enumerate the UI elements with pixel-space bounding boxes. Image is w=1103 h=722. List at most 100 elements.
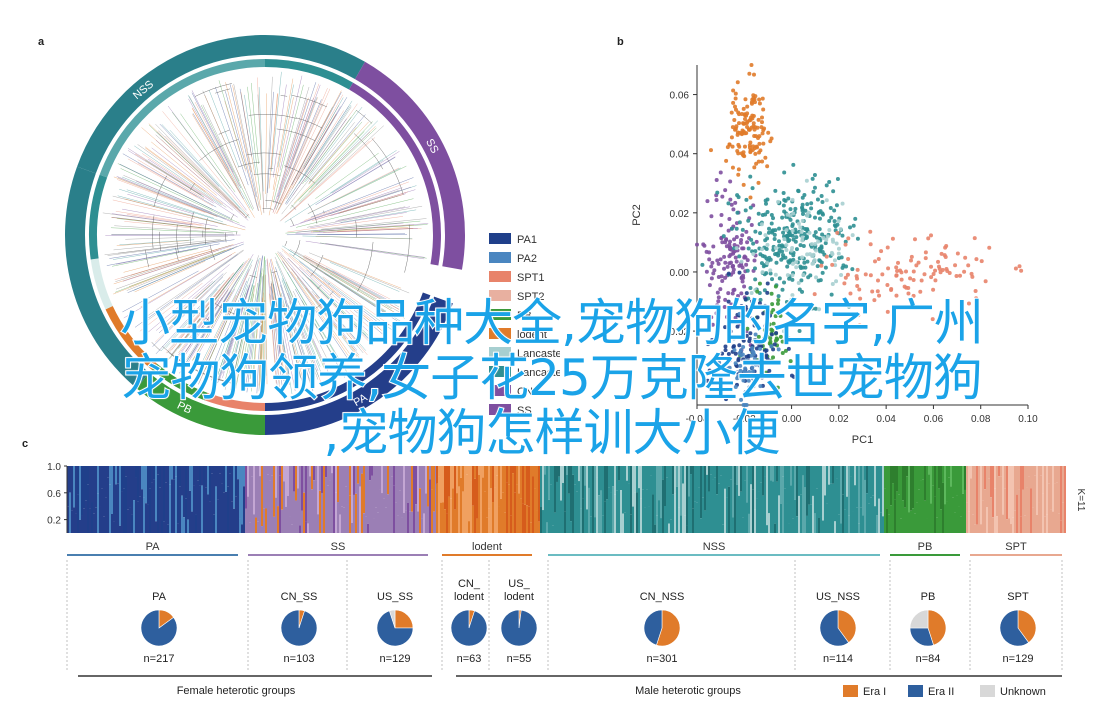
tree-legend: PA1PA2SPT1SPT2PBlodentLancasterLancaster… [489, 233, 560, 417]
structure-bar [359, 486, 361, 533]
structure-bar [181, 466, 183, 496]
pca-point [763, 323, 768, 328]
pca-point [752, 100, 757, 105]
structure-bar [460, 466, 462, 478]
structure-bar [858, 523, 860, 533]
tree-branch [274, 309, 283, 376]
pie-slice [999, 609, 1029, 647]
tree-branch [177, 260, 247, 357]
pca-point [709, 264, 714, 269]
pca-point [788, 359, 793, 364]
structure-bar [203, 466, 205, 485]
pca-point [788, 213, 793, 218]
structure-bar [976, 466, 978, 525]
structure-bar [844, 466, 846, 510]
pca-point [753, 362, 758, 367]
pca-point [751, 251, 756, 256]
pca-point [772, 342, 777, 347]
pca-point [929, 233, 934, 238]
structure-bar [403, 512, 405, 533]
structure-bar [540, 466, 542, 508]
pca-point [741, 357, 746, 362]
pca-point [815, 264, 820, 269]
pca-point [800, 195, 805, 200]
structure-bar [660, 518, 662, 533]
tree-branch [314, 294, 358, 346]
structure-bar [199, 485, 201, 533]
structure-bar [768, 466, 770, 514]
pca-point [758, 384, 763, 389]
pca-point [824, 254, 829, 259]
structure-bar [726, 497, 728, 533]
pca-point [870, 289, 875, 294]
structure-bar [794, 499, 796, 533]
structure-bar [431, 466, 433, 490]
pca-point [830, 262, 835, 267]
structure-bar [113, 466, 115, 522]
structure-bar [972, 514, 974, 533]
structure-bar [411, 466, 413, 512]
pca-point [744, 229, 749, 234]
structure-bar [626, 466, 628, 481]
tree-internal-arc [280, 95, 288, 97]
structure-bar [1040, 466, 1042, 476]
pca-point [766, 230, 771, 235]
tree-branch [148, 123, 248, 218]
structure-bar [1032, 507, 1034, 533]
pca-point [987, 245, 992, 250]
tree-branch [301, 277, 366, 351]
tree-branch [106, 243, 220, 266]
tree-branch [302, 110, 357, 185]
pca-point [909, 254, 914, 259]
pca-point [766, 130, 771, 135]
pca-point [800, 255, 805, 260]
structure-bar [800, 494, 802, 533]
pca-point [720, 194, 725, 199]
structure-bar [652, 466, 654, 495]
structure-bar [584, 485, 586, 533]
tree-branch [177, 283, 228, 348]
pca-point [755, 315, 760, 320]
structure-bar [281, 509, 283, 533]
pca-point [786, 346, 791, 351]
tree-branch [191, 107, 237, 186]
structure-bar [157, 466, 159, 475]
structure-bar [650, 466, 652, 476]
tree-branch [116, 248, 196, 265]
tree-branch [246, 256, 263, 393]
pca-point [757, 363, 762, 368]
structure-bar [1054, 483, 1056, 533]
tree-internal-arc [168, 352, 235, 385]
pie-count: n=55 [507, 653, 532, 665]
tree-branch [151, 141, 217, 196]
structure-bar [984, 489, 986, 533]
structure-bar [980, 524, 982, 533]
pca-point [758, 148, 763, 153]
tree-branch [270, 286, 283, 388]
structure-bar [115, 484, 117, 533]
tree-branch [287, 304, 311, 373]
tree-branch [160, 279, 225, 352]
structure-bar [860, 466, 862, 508]
structure-bar [141, 489, 143, 533]
tree-branch [189, 96, 230, 169]
structure-y-tick-label: 0.2 [47, 516, 61, 527]
structure-bar [351, 522, 353, 533]
structure-bar [886, 508, 888, 533]
structure-bar [155, 521, 157, 533]
tree-branch [322, 257, 402, 289]
tree-branch [296, 198, 414, 228]
pie-count: n=114 [823, 653, 853, 665]
pca-point [931, 271, 936, 276]
structure-bar [942, 466, 944, 483]
structure-bar [598, 495, 600, 533]
structure-bar [610, 466, 612, 493]
structure-bar [880, 512, 882, 533]
pca-x-tick-label: 0.00 [782, 414, 802, 425]
pca-point [770, 302, 775, 307]
structure-bar [934, 496, 936, 533]
structure-bar [271, 475, 273, 533]
structure-bar [381, 466, 383, 494]
pca-point [855, 236, 860, 241]
tree-branch [119, 163, 231, 219]
